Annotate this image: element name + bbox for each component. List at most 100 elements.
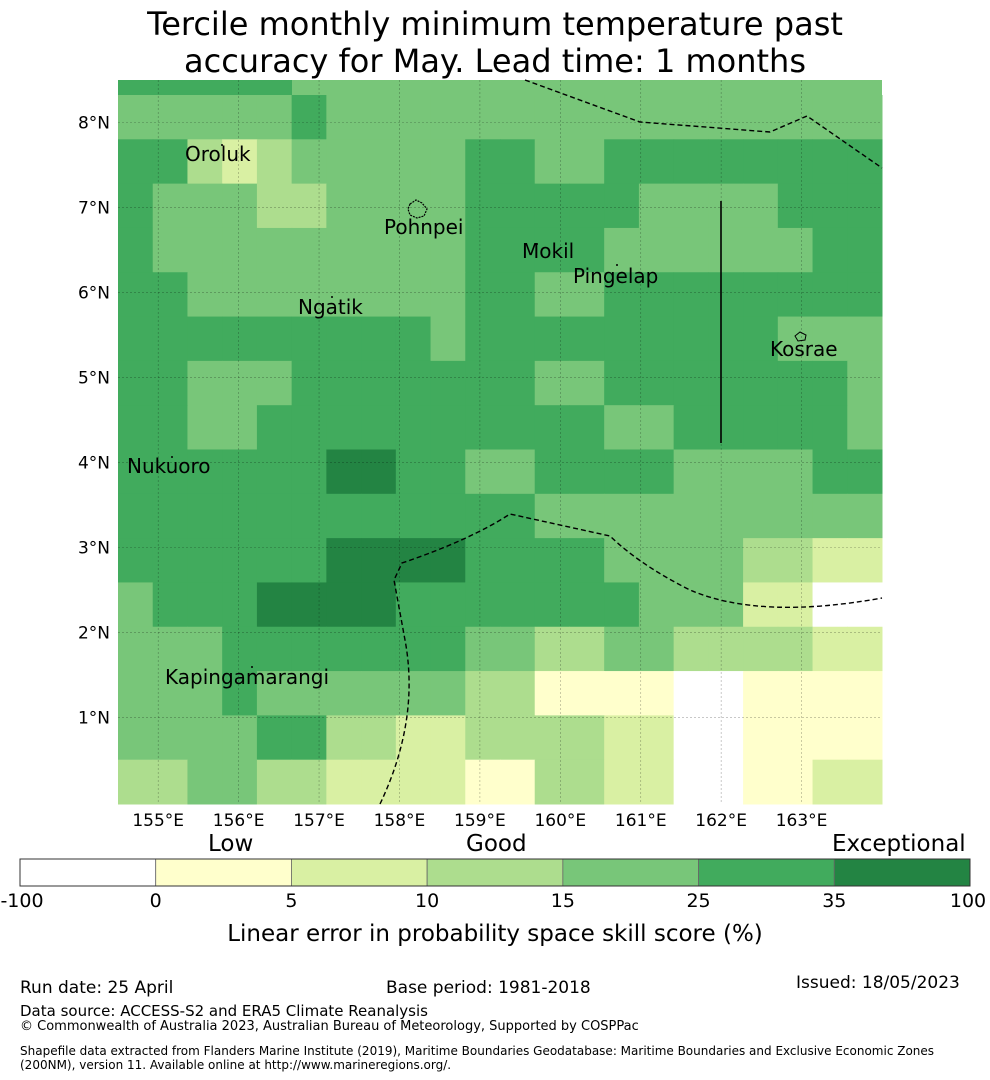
grid-cell [118, 759, 154, 805]
title-line-2: accuracy for May. Lead time: 1 months [183, 42, 806, 80]
grid-cell [152, 538, 188, 583]
grid-cell [326, 95, 362, 140]
grid-cell [152, 360, 188, 406]
grid-cell [291, 715, 327, 761]
grid-cell [638, 626, 675, 672]
grid-cell [604, 626, 640, 672]
grid-cell [708, 95, 744, 140]
grid-cell [187, 95, 223, 140]
grid-cell [777, 183, 814, 229]
grid-cell [256, 715, 293, 761]
grid-cell [361, 671, 397, 716]
grid-cell [465, 316, 501, 362]
grid-cell [500, 405, 536, 450]
grid-cell [743, 360, 779, 406]
grid-cell [500, 360, 536, 406]
island-label-kosrae: Kosrae [770, 337, 838, 361]
grid-cell [187, 183, 223, 229]
grid-cell [812, 671, 848, 716]
grid-cell [708, 183, 744, 229]
grid-cell [604, 139, 640, 185]
grid-cell [118, 626, 154, 672]
grid-cell [777, 272, 814, 318]
island-label-ngatik: Ngatik [298, 295, 363, 319]
grid-cell [361, 493, 397, 539]
grid-cell [638, 449, 675, 495]
grid-cell [569, 272, 605, 318]
skill-grid [118, 80, 883, 805]
colorbar-bin [19, 858, 157, 887]
eez-boundary-north [524, 79, 883, 169]
grid-cell [291, 227, 327, 273]
grid-cell [152, 759, 188, 805]
grid-cell [118, 671, 154, 716]
grid-cell [673, 538, 709, 583]
grid-cell [291, 449, 327, 495]
lat-tick-label: 5°N [78, 368, 110, 388]
grid-cell [222, 449, 258, 495]
grid-cell [812, 183, 848, 229]
grid-cell [569, 671, 605, 716]
grid-cell [847, 227, 883, 273]
grid-cell [361, 183, 397, 229]
grid-cell [708, 759, 744, 805]
base-period: Base period: 1981-2018 [386, 978, 591, 998]
grid-cell [500, 759, 536, 805]
run-date: Run date: 25 April [20, 978, 174, 998]
grid-cell [465, 95, 501, 140]
colorbar-bin [833, 858, 971, 887]
grid-cell [708, 715, 744, 761]
grid-cell [569, 139, 605, 185]
grid-cell [673, 183, 709, 229]
grid-cell [500, 671, 536, 716]
grid-cell [326, 360, 362, 406]
grid-cell [847, 582, 883, 628]
grid-cell [187, 626, 223, 672]
eez-boundaries [379, 79, 883, 805]
category-low: Low [208, 831, 254, 857]
lat-tick-label: 2°N [78, 623, 110, 643]
grid-cell [638, 759, 675, 805]
grid-cell [152, 493, 188, 539]
grid-cell [222, 715, 258, 761]
grid-cell [256, 493, 293, 539]
colorbar-bin [562, 858, 699, 887]
grid-cell [569, 626, 605, 672]
grid-cell [638, 272, 675, 318]
grid-cell [465, 671, 501, 716]
grid-cell [222, 272, 258, 318]
grid-cell [291, 272, 327, 318]
island-label-kapingamarangi: Kapingamarangi [165, 665, 329, 689]
grid-cell [743, 493, 779, 539]
grid-cell [638, 183, 675, 229]
lat-tick-label: 8°N [78, 113, 110, 133]
grid-cell [187, 582, 223, 628]
grid-cell [777, 95, 814, 140]
grid-cell [847, 360, 883, 406]
grid-cell [569, 493, 605, 539]
grid-cell [777, 582, 814, 628]
grid-cell [430, 449, 466, 495]
grid-cell [222, 227, 258, 273]
grid-cell [638, 316, 675, 362]
pingelap-dot [616, 264, 618, 266]
grid-cell [430, 272, 466, 318]
grid-cell [326, 227, 362, 273]
grid-cell [638, 671, 675, 716]
grid-cell [500, 316, 536, 362]
grid-cell [187, 671, 223, 716]
grid-cell [222, 582, 258, 628]
shapefile-credit-2: (200NM), version 11. Available online at… [20, 1058, 452, 1072]
grid-cell [361, 538, 397, 583]
grid-cell [326, 715, 362, 761]
grid-cell [777, 626, 814, 672]
grid-cell [673, 360, 709, 406]
grid-cell [534, 95, 570, 140]
grid-cell [118, 139, 154, 185]
grid-cell [361, 405, 397, 450]
grid-cell [430, 493, 466, 539]
grid-cell [673, 582, 709, 628]
grid-cell [395, 316, 432, 362]
grid-cell [152, 715, 188, 761]
grid-cell [673, 671, 709, 716]
